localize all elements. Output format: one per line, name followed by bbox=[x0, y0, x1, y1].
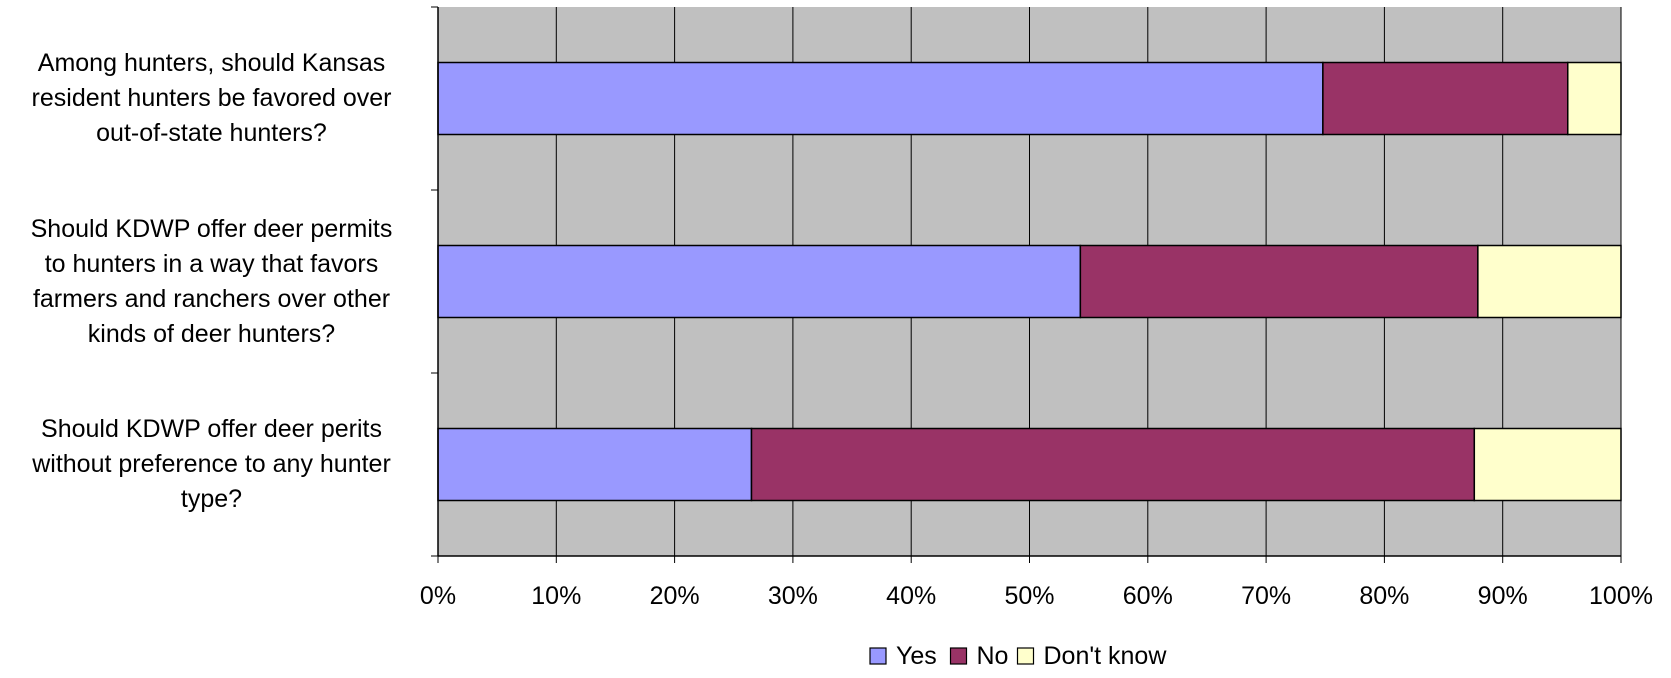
category-label-line: Should KDWP offer deer perits bbox=[41, 415, 382, 443]
bar-don-t-know-1 bbox=[1567, 61, 1622, 136]
category-label-line: to hunters in a way that favors bbox=[44, 249, 379, 278]
legend-label: Yes bbox=[896, 642, 937, 670]
bar-yes-2 bbox=[437, 244, 1082, 319]
category-label: Should KDWP offer deer permits to hunters… bbox=[0, 212, 423, 352]
x-tick-label: 30% bbox=[768, 582, 818, 610]
bar-no-1 bbox=[1322, 61, 1569, 136]
x-tick-label: 40% bbox=[886, 582, 936, 610]
legend-swatch-don-t-know bbox=[1016, 647, 1035, 665]
legend-swatch-no bbox=[949, 647, 968, 665]
bar-don-t-know-2 bbox=[1477, 244, 1622, 319]
x-tick-label: 100% bbox=[1589, 582, 1653, 610]
legend-label: Don't know bbox=[1044, 642, 1168, 670]
category-label-line: Among hunters, should Kansas bbox=[37, 49, 386, 77]
x-tick-label: 60% bbox=[1123, 582, 1173, 610]
x-tick-label: 90% bbox=[1478, 582, 1528, 610]
bar-no-3 bbox=[750, 427, 1476, 502]
x-tick-label: 80% bbox=[1359, 582, 1409, 610]
bar-yes-1 bbox=[437, 61, 1324, 136]
category-label-line: out-of-state hunters? bbox=[96, 119, 327, 147]
category-label: Among hunters, should Kansas resident hun… bbox=[0, 46, 423, 151]
legend-swatch-yes bbox=[869, 647, 887, 665]
category-label-line: kinds of deer hunters? bbox=[87, 319, 336, 348]
x-tick-label: 50% bbox=[1004, 582, 1054, 610]
category-label-line: Should KDWP offer deer permits bbox=[30, 214, 393, 243]
category-label-line: resident hunters be favored over bbox=[31, 84, 392, 112]
x-tick-label: 20% bbox=[650, 582, 700, 610]
category-label-line: farmers and ranchers over other bbox=[32, 284, 391, 313]
bar-don-t-know-3 bbox=[1473, 427, 1622, 502]
category-label-line: without preference to any hunter bbox=[32, 450, 391, 478]
legend-label: No bbox=[977, 642, 1009, 670]
x-tick-label: 10% bbox=[531, 582, 581, 610]
x-tick-label: 70% bbox=[1241, 582, 1291, 610]
x-tick-label: 0% bbox=[420, 582, 456, 610]
bar-yes-3 bbox=[437, 427, 753, 502]
bar-no-2 bbox=[1079, 244, 1479, 319]
category-label: Should KDWP offer deer perits without pre… bbox=[0, 412, 423, 517]
category-label-line: type? bbox=[180, 485, 243, 513]
